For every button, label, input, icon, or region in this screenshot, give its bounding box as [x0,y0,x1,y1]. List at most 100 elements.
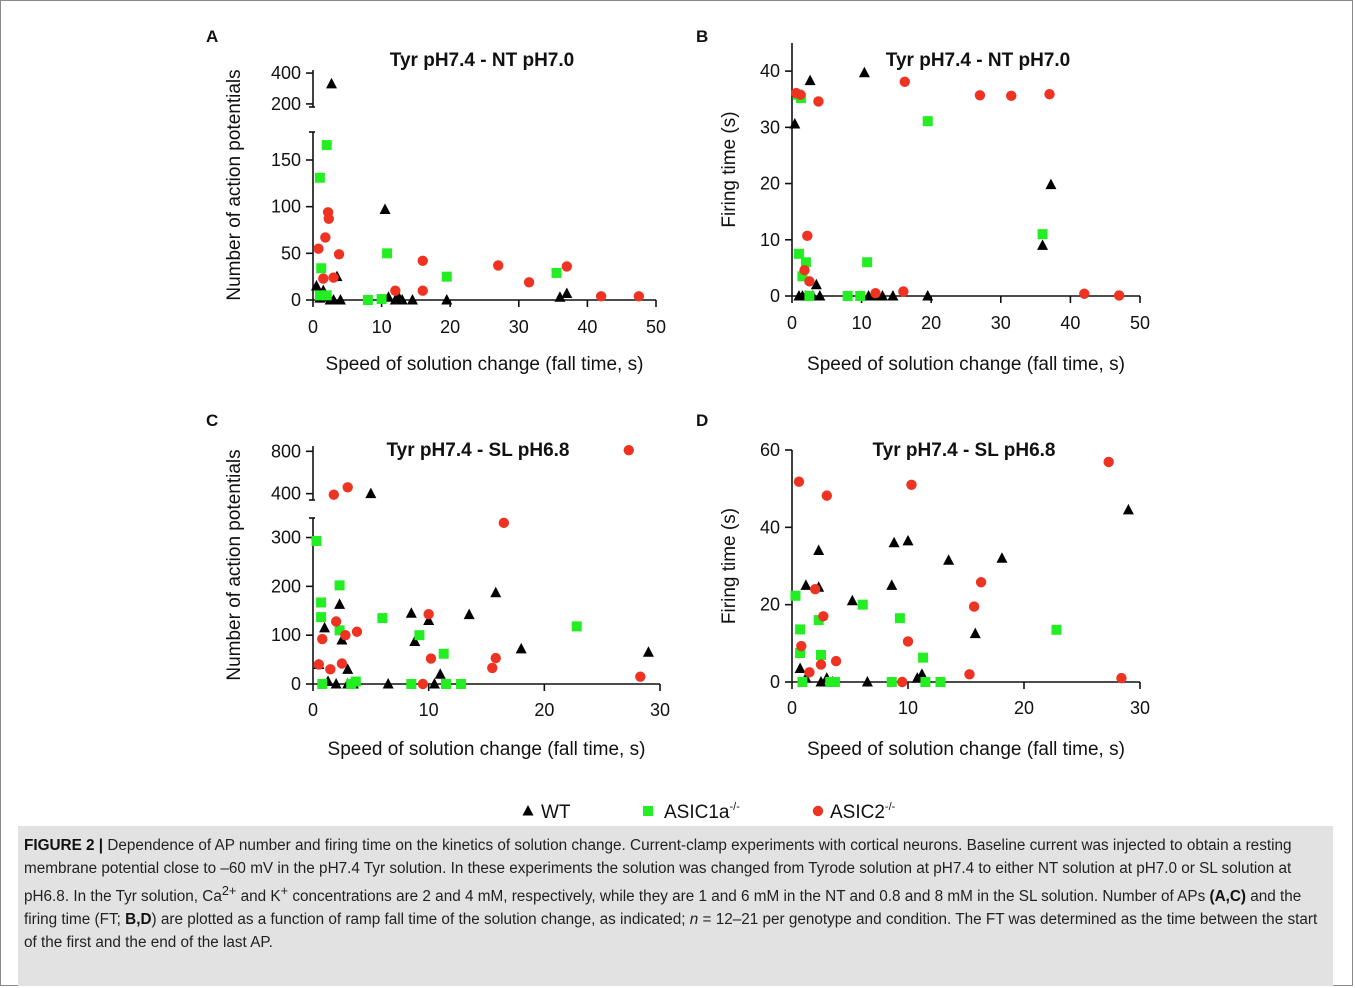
data-point-asic2 [1116,672,1127,684]
data-point-asic2 [633,291,645,302]
data-point-asic2 [342,482,353,493]
data-point-asic1a [334,580,345,591]
data-point-asic2 [1113,290,1125,301]
data-point-wt [490,586,502,598]
data-point-wt [922,290,934,301]
data-point-asic1a [316,263,327,274]
data-point-wt [409,635,421,647]
data-point-asic1a [790,590,801,601]
panel-title: Tyr pH7.4 - NT pH7.0 [886,50,1070,71]
caption-italic-1: n [689,911,699,929]
data-point-asic2 [821,490,832,501]
data-point-wt [423,614,435,626]
data-point-wt [810,278,822,290]
x-tick-label: 50 [1130,313,1150,333]
x-tick-label: 10 [898,698,918,718]
y-tick-label: 0 [291,290,301,310]
data-point-wt [876,290,888,301]
x-tick-label: 40 [1060,313,1080,333]
data-point-asic2 [815,659,827,670]
data-point-asic2 [964,669,975,680]
data-point-asic1a [855,291,866,301]
data-point-asic2 [898,286,909,297]
data-point-wt [969,627,981,639]
panel-title: Tyr pH7.4 - NT pH7.0 [390,50,574,71]
data-point-wt [405,607,417,618]
data-point-asic2 [425,653,437,664]
x-tick-label: 20 [534,700,554,720]
y-tick-label: 200 [271,576,301,596]
data-point-asic1a [920,677,931,687]
x-tick-label: 10 [852,313,872,333]
data-point-asic2 [804,667,815,678]
panel-title: Tyr pH7.4 - SL pH6.8 [872,440,1055,461]
data-point-asic1a [382,248,393,259]
x-tick-label: 50 [646,317,666,337]
data-point-asic1a [797,677,808,687]
data-point-asic1a [321,140,332,151]
data-point-wt [814,290,826,301]
legend-label: WT [541,802,571,823]
data-point-asic1a [441,679,452,689]
data-point-asic1a [438,648,449,659]
data-point-wt [515,642,527,654]
y-tick-label: 100 [271,625,301,645]
data-point-asic2 [802,230,813,242]
data-point-asic1a [886,677,897,687]
data-point-asic2 [336,658,348,669]
data-point-asic2 [523,277,535,288]
data-point-wt [365,487,377,499]
data-point-wt [887,290,899,301]
data-point-asic1a [314,172,325,183]
data-point-wt [815,676,827,687]
data-point-asic2 [313,659,324,670]
x-tick-label: 30 [509,317,529,337]
data-point-asic2 [490,652,501,664]
data-point-asic1a [793,248,804,259]
caption-bold-1: (A,C) [1209,888,1247,906]
data-point-asic1a [1037,229,1048,240]
data-point-wt [861,676,873,687]
data-point-asic1a [842,291,853,301]
data-point-wt [406,294,418,305]
caption-text-4: and the firing time (FT; [24,888,1302,929]
legend-label: ASIC2-/- [830,801,896,823]
data-point-asic1a [829,677,840,687]
x-axis-label: Speed of solution change (fall time, s) [326,354,644,375]
data-point-wt [561,287,573,298]
y-tick-label: 0 [291,674,301,694]
x-tick-label: 0 [787,698,797,718]
data-point-wt [996,552,1008,563]
data-point-asic2 [799,264,810,276]
data-point-asic2 [340,629,351,641]
data-point-asic2 [623,445,634,456]
data-point-asic1a [314,290,325,301]
data-point-asic1a [334,625,345,636]
data-point-asic2 [813,96,824,107]
y-axis-label: Firing time (s) [719,111,740,227]
data-point-asic2 [493,260,504,271]
data-point-wt [1122,503,1134,515]
data-point-wt [334,598,346,609]
data-point-asic2 [870,287,881,299]
data-point-asic2 [351,626,363,637]
y-tick-label: 40 [760,61,780,81]
data-point-asic2 [333,249,345,260]
data-point-asic1a [816,649,826,660]
data-point-wt [943,554,955,565]
x-tick-label: 30 [650,700,670,720]
data-point-asic2 [423,608,434,620]
y-tick-label: 0 [770,672,780,692]
data-point-asic1a [316,597,327,608]
data-point-asic2 [1103,456,1114,468]
y-tick-label: 60 [760,440,780,460]
caption-sup-1: 2+ [221,883,237,899]
data-point-wt [863,290,875,301]
y-tick-label: 50 [281,243,301,263]
data-point-asic2 [897,676,908,688]
data-point-asic2 [320,232,331,243]
data-point-asic2 [1079,288,1090,299]
legend: WT ASIC1a-/- ASIC2-/- [522,801,896,823]
